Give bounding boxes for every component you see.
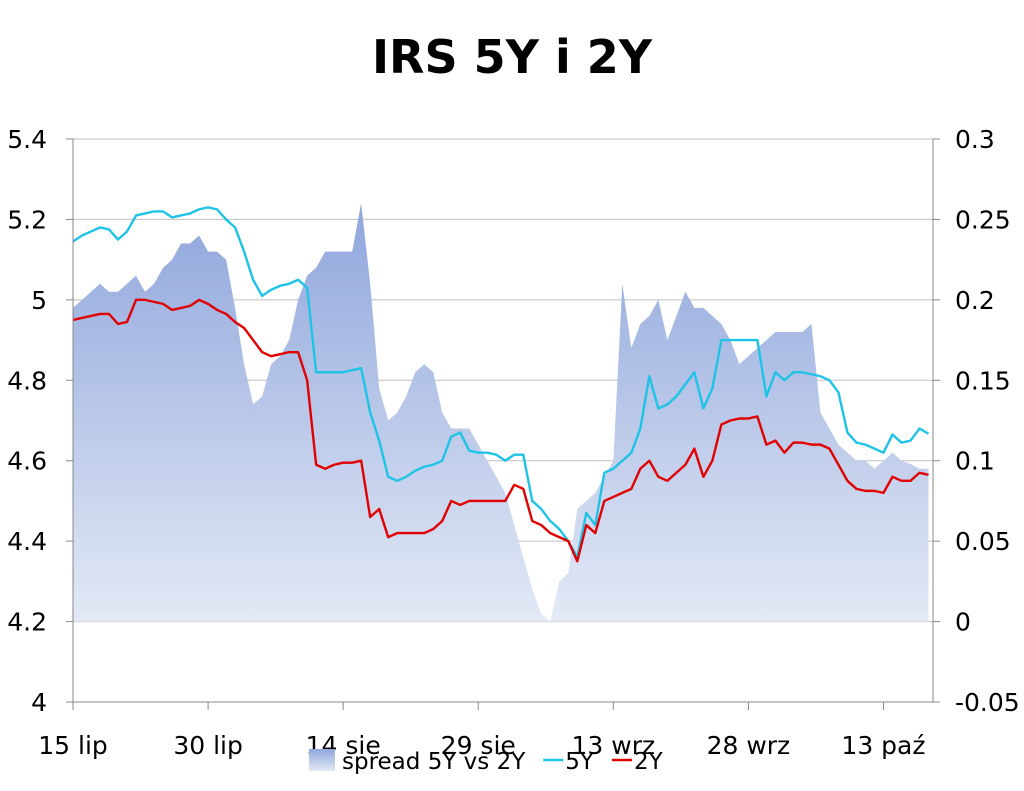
x-tick-label: 29 sie — [441, 731, 516, 760]
y-right-tick-label: 0 — [955, 608, 971, 637]
chart-title: IRS 5Y i 2Y — [371, 30, 653, 84]
legend-swatch-area — [309, 749, 335, 771]
y-left-tick-label: 4.2 — [7, 608, 47, 637]
x-tick-label: 15 lip — [38, 731, 108, 760]
x-tick-label: 30 lip — [173, 731, 243, 760]
y-left-tick-label: 4.4 — [7, 527, 47, 556]
legend: spread 5Y vs 2Y 5Y 2Y — [309, 749, 664, 775]
line-series-layer — [73, 206, 930, 563]
series-line-2y — [73, 298, 929, 563]
y-right-tick-label: 0.2 — [955, 286, 995, 315]
x-tick-label: 13 paź — [841, 731, 925, 760]
axes: 4 4.2 4.4 4.6 4.8 5 5.2 5.4 -0.05 0 0.05 0.1 0.15 0.2… — [7, 125, 1019, 760]
y-right-tick-label: -0.05 — [955, 688, 1020, 717]
y-right-tick-label: 0.15 — [955, 366, 1011, 395]
y-left-tick-label: 5.2 — [7, 205, 47, 234]
y-left-tick-label: 4.6 — [7, 447, 47, 476]
series-line-5y — [73, 206, 930, 559]
y-right-tick-label: 0.3 — [955, 125, 995, 154]
legend-label: 5Y — [565, 749, 595, 775]
y-right-tick-label: 0.25 — [955, 205, 1011, 234]
x-tick-label: 28 wrz — [707, 731, 791, 760]
x-tick-label: 13 wrz — [572, 731, 656, 760]
y-right-tick-label: 0.1 — [955, 447, 995, 476]
spread-area-layer — [73, 203, 929, 622]
y-right-tick-label: 0.05 — [955, 527, 1011, 556]
legend-label: spread 5Y vs 2Y — [342, 749, 526, 775]
legend-label: 2Y — [634, 749, 664, 775]
y-left-tick-label: 5 — [31, 286, 47, 315]
y-left-tick-label: 5.4 — [7, 125, 47, 154]
y-left-tick-label: 4 — [31, 688, 47, 717]
y-left-tick-label: 4.8 — [7, 366, 47, 395]
series-area-spread — [73, 203, 929, 622]
